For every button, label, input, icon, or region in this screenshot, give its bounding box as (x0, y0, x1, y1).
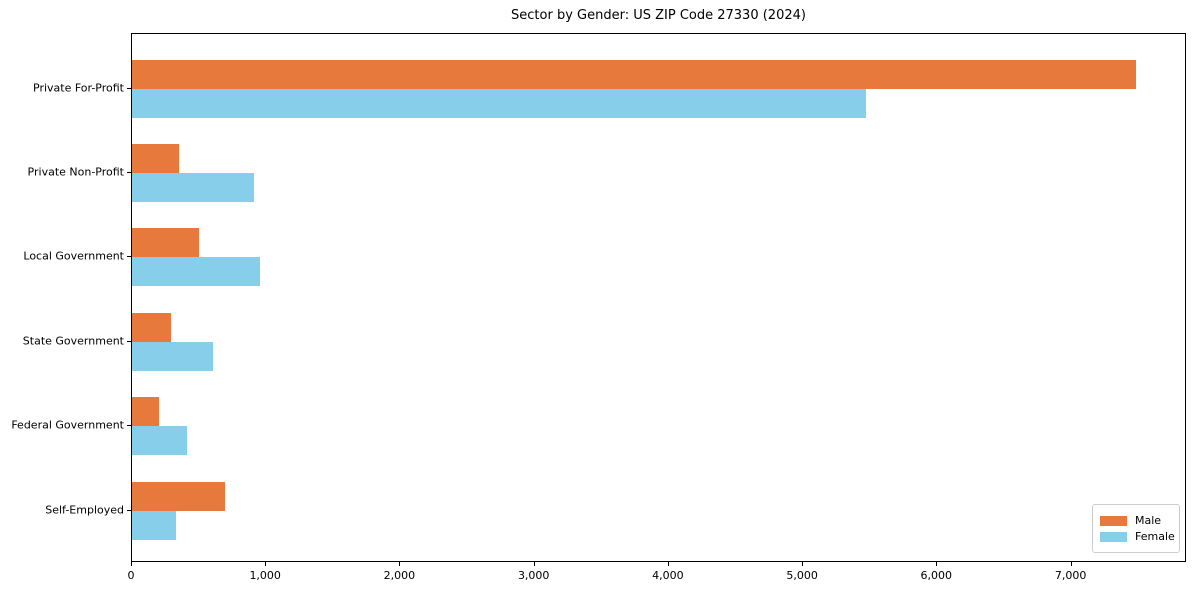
x-tick-mark (936, 562, 938, 566)
chart-title: Sector by Gender: US ZIP Code 27330 (202… (511, 8, 806, 23)
y-tick-label: Self-Employed (45, 503, 124, 516)
x-tick-label: 1,000 (249, 569, 281, 582)
y-tick-label: Federal Government (11, 418, 124, 432)
bar-female-5 (132, 426, 187, 456)
y-tick-label: Local Government (23, 249, 124, 263)
x-tick-label: 0 (127, 569, 135, 582)
bar-male-5 (132, 397, 159, 427)
y-tick-label: Private Non-Profit (27, 165, 124, 179)
legend-item-male: Male (1100, 514, 1172, 527)
y-tick-mark (127, 509, 131, 511)
x-tick-mark (265, 562, 267, 566)
x-tick-label: 2,000 (383, 569, 416, 582)
legend-item-female: Female (1100, 530, 1175, 543)
y-tick-mark (127, 256, 131, 258)
legend-label-male: Male (1135, 514, 1162, 527)
legend: Male Female (1092, 504, 1180, 553)
x-tick-mark (1070, 562, 1072, 566)
y-tick-mark (127, 171, 131, 173)
bar-female-6 (132, 510, 177, 540)
bar-male-3 (132, 228, 200, 258)
y-tick-label: State Government (22, 334, 124, 348)
bar-male-6 (132, 481, 225, 511)
bar-male-1 (132, 59, 1136, 89)
legend-label-female: Female (1135, 530, 1175, 543)
bar-male-2 (132, 143, 179, 173)
female-series-swatch (1100, 531, 1127, 542)
x-tick-label: 7,000 (1054, 569, 1087, 582)
x-tick-mark (533, 562, 535, 566)
bar-female-2 (132, 172, 255, 202)
y-tick-mark (127, 425, 131, 427)
x-tick-mark (399, 562, 401, 566)
plot-area: Male Female (131, 33, 1186, 562)
y-tick-mark (127, 87, 131, 89)
y-tick-label: Private For-Profit (33, 81, 124, 94)
x-tick-label: 3,000 (517, 569, 550, 582)
male-series-swatch (1100, 515, 1127, 526)
x-tick-mark (667, 562, 669, 566)
x-tick-mark (802, 562, 804, 566)
x-tick-label: 5,000 (786, 569, 818, 582)
x-tick-label: 6,000 (920, 569, 953, 582)
bar-female-1 (132, 88, 867, 118)
bar-female-3 (132, 257, 260, 287)
x-tick-mark (131, 562, 132, 566)
y-tick-mark (127, 340, 131, 342)
bar-male-4 (132, 312, 171, 342)
x-tick-label: 4,000 (652, 569, 684, 582)
bar-female-4 (132, 341, 213, 371)
